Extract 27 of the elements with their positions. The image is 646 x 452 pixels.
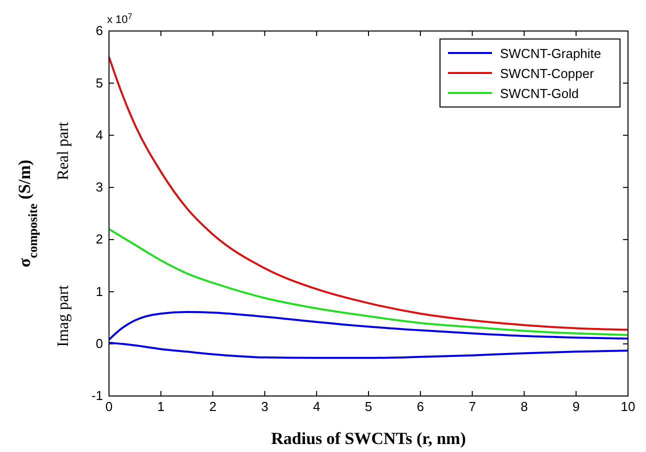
y-tick-label: 0 xyxy=(96,336,103,352)
legend-label: SWCNT-Graphite xyxy=(500,46,602,61)
y-tick-label: 2 xyxy=(96,232,103,247)
text: x 10$^{7}$ xyxy=(107,12,133,26)
y-tick-label: 3 xyxy=(96,180,103,195)
x-tick-label: 1 xyxy=(157,399,165,414)
y-tick-label: 4 xyxy=(96,127,103,142)
x-tick-label: 9 xyxy=(572,399,580,414)
x-tick-label: 10 xyxy=(620,399,636,414)
x-tick-label: 6 xyxy=(416,399,424,414)
text: Real part xyxy=(55,121,72,180)
x-tick-label: 8 xyxy=(520,399,528,414)
legend-label: SWCNT-Gold xyxy=(500,86,579,101)
y-tick-label: 5 xyxy=(96,75,103,90)
text: Imag part xyxy=(55,284,72,347)
x-tick-label: 5 xyxy=(364,399,372,414)
y-tick-label: 1 xyxy=(96,284,103,299)
x-tick-label: 2 xyxy=(209,399,216,414)
line-series xyxy=(108,228,629,336)
legend-label: SWCNT-Copper xyxy=(500,66,595,81)
x-axis-title: Radius of SWCNTs (r, nm) xyxy=(271,429,466,448)
y-tick-label: -1 xyxy=(91,388,103,404)
y-tick-label: 6 xyxy=(96,23,103,38)
x-tick-label: 4 xyxy=(312,399,320,414)
x-tick-label: 7 xyxy=(468,399,476,414)
x-tick-label: 3 xyxy=(261,399,268,414)
x-tick-label: 0 xyxy=(105,399,113,414)
